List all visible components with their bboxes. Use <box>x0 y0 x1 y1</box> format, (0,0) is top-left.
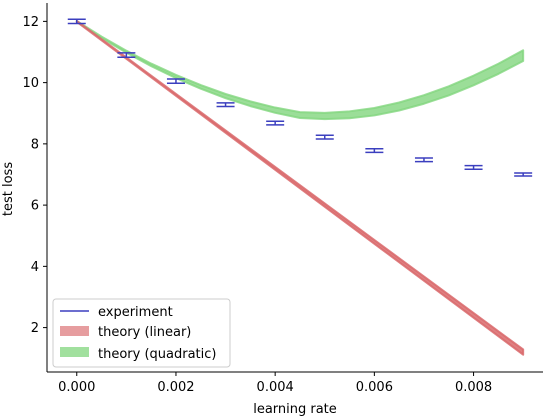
legend-box <box>52 298 231 368</box>
experiment-errorbar <box>514 172 533 177</box>
experiment-errorbar <box>67 18 86 25</box>
y-axis-title: test loss <box>1 162 16 216</box>
x-axis-ticks: 0.000 0.002 0.004 0.006 0.008 <box>58 372 492 395</box>
legend-linear-label: theory (linear) <box>98 325 191 340</box>
y-tick-label: 8 <box>31 137 39 152</box>
experiment-errorbar <box>365 148 384 154</box>
legend-quadratic-swatch <box>60 347 89 357</box>
y-tick-label: 6 <box>31 199 39 214</box>
experiment-errorbar <box>464 164 483 171</box>
y-axis-ticks: 2 4 6 8 10 12 <box>22 15 47 336</box>
legend-linear-swatch <box>60 326 89 336</box>
y-tick-label: 2 <box>31 321 39 336</box>
legend-quadratic-label: theory (quadratic) <box>98 347 216 362</box>
axes: 0.000 0.002 0.004 0.006 0.008 2 4 6 8 10 12 <box>22 3 543 395</box>
y-tick-label: 10 <box>22 76 39 91</box>
x-tick-label: 0.006 <box>356 380 393 395</box>
x-tick-label: 0.004 <box>257 380 294 395</box>
quadratic-theory-band <box>75 19 525 121</box>
experiment-errorbar <box>166 78 185 84</box>
plot-area <box>67 18 533 356</box>
experiment-errorbar <box>216 102 235 108</box>
experiment-errorbar <box>315 134 334 140</box>
x-tick-label: 0.002 <box>157 380 194 395</box>
x-tick-label: 0.008 <box>455 380 492 395</box>
quadratic-theory-layer <box>75 19 525 121</box>
experiment-errorbar <box>414 157 433 163</box>
experiment-errorbar <box>117 52 136 58</box>
legend: experiment theory (linear) theory (quadr… <box>52 298 231 368</box>
y-tick-label: 4 <box>31 260 39 275</box>
x-axis-title: learning rate <box>253 402 337 416</box>
x-tick-label: 0.000 <box>58 380 95 395</box>
experiment-layer <box>67 18 533 177</box>
y-tick-label: 12 <box>22 15 39 30</box>
experiment-errorbar <box>266 120 285 126</box>
legend-experiment-label: experiment <box>98 305 173 320</box>
